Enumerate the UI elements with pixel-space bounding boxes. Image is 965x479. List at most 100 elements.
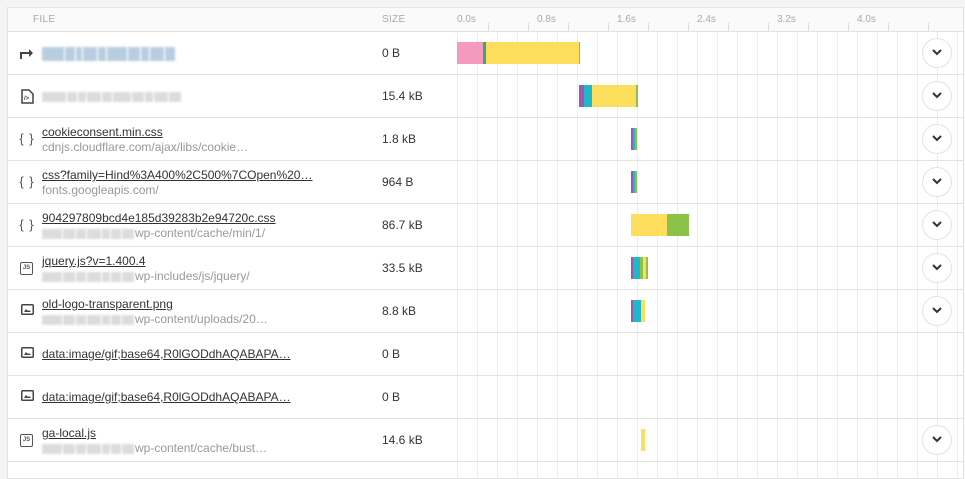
- table-row[interactable]: { } css?family=Hind%3A400%2C500%7COpen%20…: [8, 161, 963, 204]
- timing-bar[interactable]: [631, 257, 648, 279]
- column-header-file: FILE: [33, 14, 56, 25]
- image-file-icon: [19, 347, 35, 361]
- table-row[interactable]: data:image/gif;base64,R0lGODdhAQABAPA… 0 …: [8, 376, 963, 419]
- grid-line: [577, 32, 578, 478]
- js-file-icon: JS: [20, 434, 33, 447]
- timing-segment-wait: [592, 85, 636, 107]
- table-row[interactable]: 0 B: [8, 32, 963, 75]
- timing-segment-receive: [640, 257, 643, 279]
- grid-line: [757, 32, 758, 478]
- file-host: wp-includes/js/jquery/: [42, 269, 250, 283]
- file-host: wp-content/cache/min/1/: [42, 226, 265, 240]
- timeline-tick-mark: [648, 23, 649, 31]
- chevron-down-icon: [932, 264, 942, 271]
- timeline-tick-mark: [608, 23, 609, 31]
- expand-row-button[interactable]: [922, 253, 952, 283]
- table-row[interactable]: old-logo-transparent.png wp-content/uploa…: [8, 290, 963, 333]
- html-file-icon: />: [19, 89, 35, 104]
- grid-line: [777, 32, 778, 478]
- grid-line: [697, 32, 698, 478]
- timing-segment-wait: [643, 257, 646, 279]
- file-name-link[interactable]: css?family=Hind%3A400%2C500%7COpen%20…: [42, 168, 313, 182]
- file-name-link[interactable]: data:image/gif;base64,R0lGODdhAQABAPA…: [42, 347, 291, 361]
- timing-segment-connect: [633, 257, 640, 279]
- timeline-tick-mark: [768, 23, 769, 31]
- request-list: 0 B /> 15.4 kB { } cookieconsent.min.css cdnj…: [8, 32, 963, 462]
- timing-segment-receive: [667, 214, 689, 236]
- file-size: 15.4 kB: [382, 89, 423, 103]
- timeline-tick-mark: [808, 23, 809, 31]
- file-name-link[interactable]: [42, 89, 182, 103]
- chevron-down-icon: [932, 307, 942, 314]
- table-row[interactable]: JS jquery.js?v=1.400.4 wp-includes/js/jque…: [8, 247, 963, 290]
- timing-segment-dns: [579, 85, 584, 107]
- grid-line: [517, 32, 518, 478]
- file-host: fonts.googleapis.com/: [42, 183, 159, 197]
- timing-segment-receive: [646, 257, 648, 279]
- grid-line: [717, 32, 718, 478]
- expand-row-button[interactable]: [922, 210, 952, 240]
- file-name-link[interactable]: [42, 46, 176, 61]
- table-row[interactable]: { } cookieconsent.min.css cdnjs.cloudflare…: [8, 118, 963, 161]
- timing-bar[interactable]: [631, 300, 645, 322]
- image-file-icon: [19, 390, 35, 404]
- file-name-link[interactable]: 904297809bcd4e185d39283b2e94720c.css: [42, 211, 276, 225]
- file-name-link[interactable]: data:image/gif;base64,R0lGODdhAQABAPA…: [42, 390, 291, 404]
- css-file-icon: { }: [19, 131, 35, 146]
- css-file-icon: { }: [19, 174, 35, 189]
- timing-segment-connect: [633, 128, 635, 150]
- expand-row-button[interactable]: [922, 81, 952, 111]
- file-size: 33.5 kB: [382, 261, 423, 275]
- grid-line: [457, 32, 458, 478]
- file-size: 8.8 kB: [382, 304, 417, 318]
- grid-line: [857, 32, 858, 478]
- timeline-tick-mark: [888, 23, 889, 31]
- timing-bar[interactable]: [631, 128, 637, 150]
- timing-segment-dns: [631, 128, 633, 150]
- file-name-link[interactable]: jquery.js?v=1.400.4: [42, 254, 146, 268]
- file-size: 0 B: [382, 390, 401, 404]
- file-name-link[interactable]: ga-local.js: [42, 426, 97, 440]
- timing-bar[interactable]: [641, 429, 645, 451]
- timeline-tick-mark: [848, 23, 849, 31]
- js-file-icon: JS: [20, 262, 33, 275]
- timing-segment-dns: [631, 257, 633, 279]
- chevron-down-icon: [932, 49, 942, 56]
- table-row[interactable]: JS ga-local.js wp-content/cache/bust… 14.6 …: [8, 419, 963, 462]
- timing-segment-ssl: [483, 42, 486, 64]
- timing-segment-wait: [631, 214, 667, 236]
- grid-line: [917, 32, 918, 478]
- expand-row-button[interactable]: [922, 38, 952, 68]
- timing-segment-receive: [636, 85, 638, 107]
- timing-bar[interactable]: [579, 85, 638, 107]
- timeline-grid: [457, 32, 963, 478]
- file-host: wp-content/uploads/20…: [42, 312, 268, 326]
- grid-line: [657, 32, 658, 478]
- grid-line: [537, 32, 538, 478]
- expand-row-button[interactable]: [922, 296, 952, 326]
- timing-segment-wait: [486, 42, 579, 64]
- expand-row-button[interactable]: [922, 425, 952, 455]
- table-row[interactable]: data:image/gif;base64,R0lGODdhAQABAPA… 0 …: [8, 333, 963, 376]
- css-file-icon: { }: [19, 217, 35, 232]
- timeline-tick-label: 3.2s: [777, 14, 796, 25]
- timing-segment-wait: [641, 300, 645, 322]
- table-row[interactable]: { } 904297809bcd4e185d39283b2e94720c.css w…: [8, 204, 963, 247]
- timeline-tick-label: 0.8s: [537, 14, 556, 25]
- expand-row-button[interactable]: [922, 167, 952, 197]
- column-header-size: SIZE: [382, 14, 406, 25]
- timeline-tick-label: 2.4s: [697, 14, 716, 25]
- timing-bar[interactable]: [631, 214, 689, 236]
- grid-line: [837, 32, 838, 478]
- timing-segment-receive: [635, 128, 637, 150]
- expand-row-button[interactable]: [922, 124, 952, 154]
- file-size: 1.8 kB: [382, 132, 417, 146]
- file-name-link[interactable]: cookieconsent.min.css: [42, 125, 163, 139]
- chevron-down-icon: [932, 92, 942, 99]
- timing-bar[interactable]: [631, 171, 637, 193]
- table-row[interactable]: /> 15.4 kB: [8, 75, 963, 118]
- grid-line: [637, 32, 638, 478]
- timing-bar[interactable]: [457, 42, 580, 64]
- file-host: wp-content/cache/bust…: [42, 441, 267, 455]
- file-name-link[interactable]: old-logo-transparent.png: [42, 297, 173, 311]
